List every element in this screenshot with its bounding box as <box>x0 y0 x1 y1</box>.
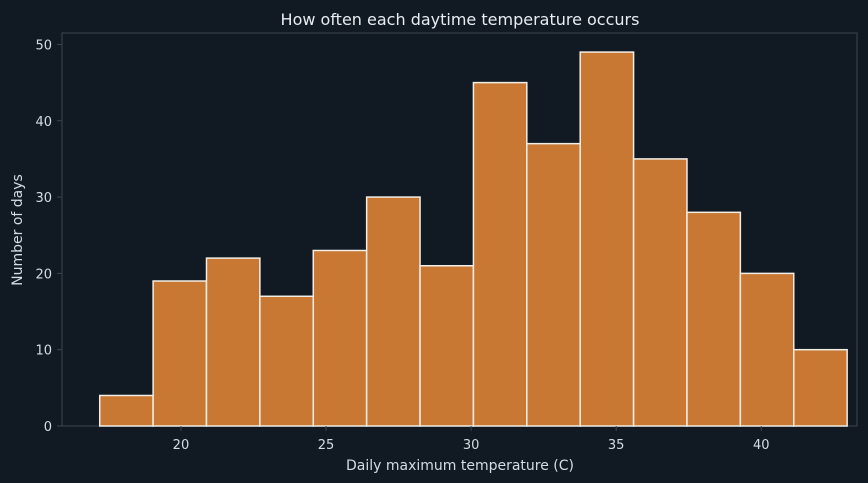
x-tick-label: 25 <box>318 438 335 453</box>
histogram-bar <box>472 81 528 427</box>
histogram-bar <box>686 211 742 427</box>
histogram-bar <box>419 264 475 427</box>
y-tick-label: 40 <box>35 115 52 130</box>
histogram-bar <box>579 51 635 427</box>
histogram-bar <box>365 196 421 427</box>
histogram-bar <box>152 280 208 427</box>
y-axis-label: Number of days <box>10 174 26 286</box>
histogram-bar <box>792 348 848 427</box>
chart-title: How often each daytime temperature occur… <box>281 10 640 29</box>
histogram-bar <box>312 249 368 427</box>
y-tick-label: 20 <box>35 267 52 282</box>
x-axis-label: Daily maximum temperature (C) <box>346 458 574 474</box>
histogram-bar <box>739 272 795 427</box>
histogram-bar <box>526 142 581 427</box>
histogram-bar <box>259 295 315 427</box>
histogram-bar <box>632 158 688 427</box>
plot-area: 20 25 30 35 40 0 10 20 30 40 50 <box>35 32 858 453</box>
histogram-bar <box>98 394 154 427</box>
y-tick-label: 10 <box>35 344 52 359</box>
x-tick-label: 35 <box>608 438 625 453</box>
x-tick-label: 30 <box>463 438 480 453</box>
y-tick-label: 0 <box>44 420 52 435</box>
histogram-bar <box>205 257 261 427</box>
x-tick-label: 40 <box>753 438 770 453</box>
y-tick-label: 30 <box>35 191 52 206</box>
y-tick-label: 50 <box>35 38 52 53</box>
x-tick-label: 20 <box>173 438 190 453</box>
